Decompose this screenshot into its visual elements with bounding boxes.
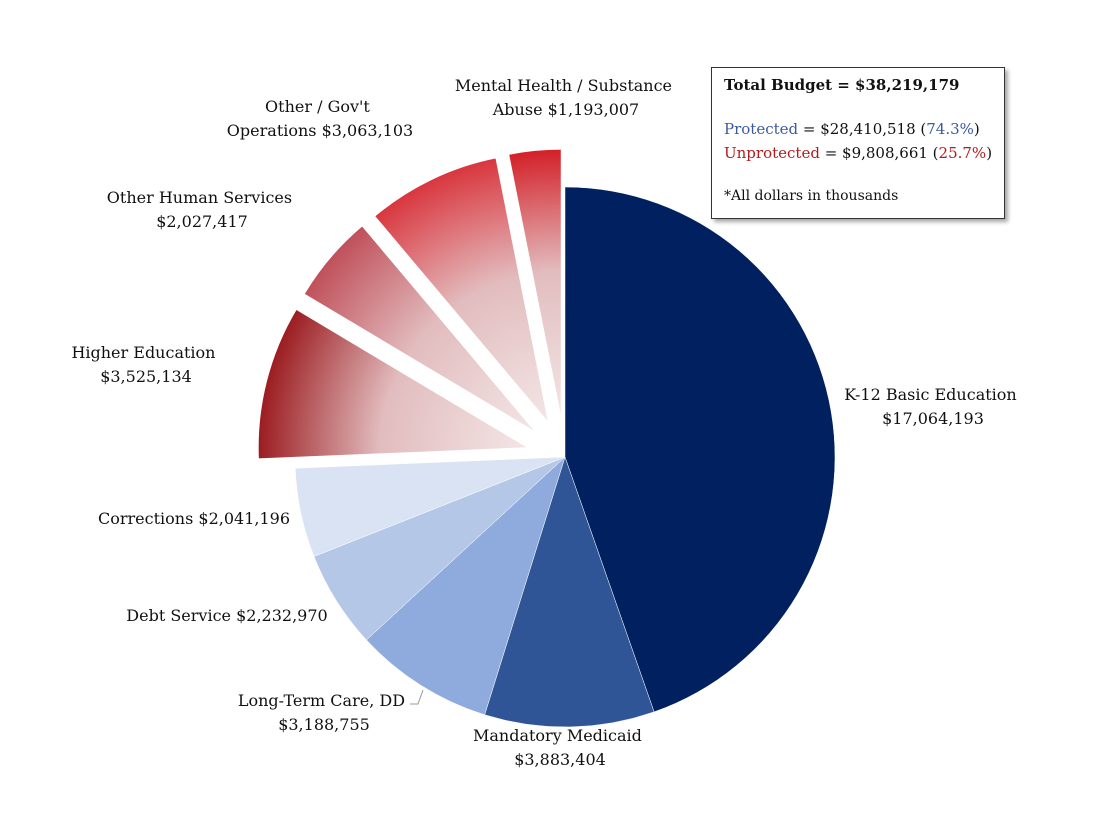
protected-label: Protected xyxy=(724,120,799,138)
pie-slices xyxy=(257,148,836,728)
budget-summary-box: Total Budget = $38,219,179 Protected = $… xyxy=(711,67,1005,219)
pie-slice-corrections xyxy=(294,456,566,557)
protected-value: = $28,410,518 ( xyxy=(798,120,927,138)
protected-close: ) xyxy=(973,120,980,138)
pie-slice-long-term-care-dd xyxy=(366,456,566,716)
ltc-leader-line xyxy=(410,689,424,705)
other-gov-operations-label: Other / Gov't Operations $3,063,103 xyxy=(227,97,413,140)
unprotected-label: Unprotected xyxy=(724,144,820,162)
higher-education-label: Higher Education $3,525,134 xyxy=(71,343,220,386)
dollars-note: *All dollars in thousands xyxy=(724,188,899,204)
pie-slice-mental-health-substance-abuse xyxy=(508,148,562,420)
protected-percent: 74.3% xyxy=(926,120,974,138)
ltc-label: Long-Term Care, DD $3,188,755 xyxy=(238,691,410,734)
unprotected-close: ) xyxy=(986,144,993,162)
other-human-services-label: Other Human Services $2,027,417 xyxy=(107,188,297,231)
unprotected-percent: 25.7% xyxy=(938,144,987,162)
medicaid-label: Mandatory Medicaid $3,883,404 xyxy=(473,726,647,769)
pie-slice-other-gov-t-operations xyxy=(373,157,550,424)
pie-slice-mandatory-medicaid xyxy=(484,456,655,728)
k12-label: K-12 Basic Education $17,064,193 xyxy=(844,385,1022,428)
total-budget-label: Total Budget xyxy=(724,76,833,94)
total-budget-value: = $38,219,179 xyxy=(832,76,960,94)
mental-health-label: Mental Health / Substance Abuse $1,193,0… xyxy=(455,76,677,119)
unprotected-line: Unprotected = $9,808,661 (25.7%) xyxy=(724,144,992,162)
total-budget-line: Total Budget = $38,219,179 xyxy=(724,76,959,94)
pie-slice-higher-education xyxy=(257,308,530,460)
pie-slice-k-12-basic-education xyxy=(564,186,836,713)
pie-slice-other-human-services xyxy=(303,225,537,433)
unprotected-value: = $9,808,661 ( xyxy=(819,144,939,162)
corrections-label: Corrections $2,041,196 xyxy=(98,509,290,528)
protected-line: Protected = $28,410,518 (74.3%) xyxy=(724,120,980,138)
debt-service-label: Debt Service $2,232,970 xyxy=(126,606,327,625)
